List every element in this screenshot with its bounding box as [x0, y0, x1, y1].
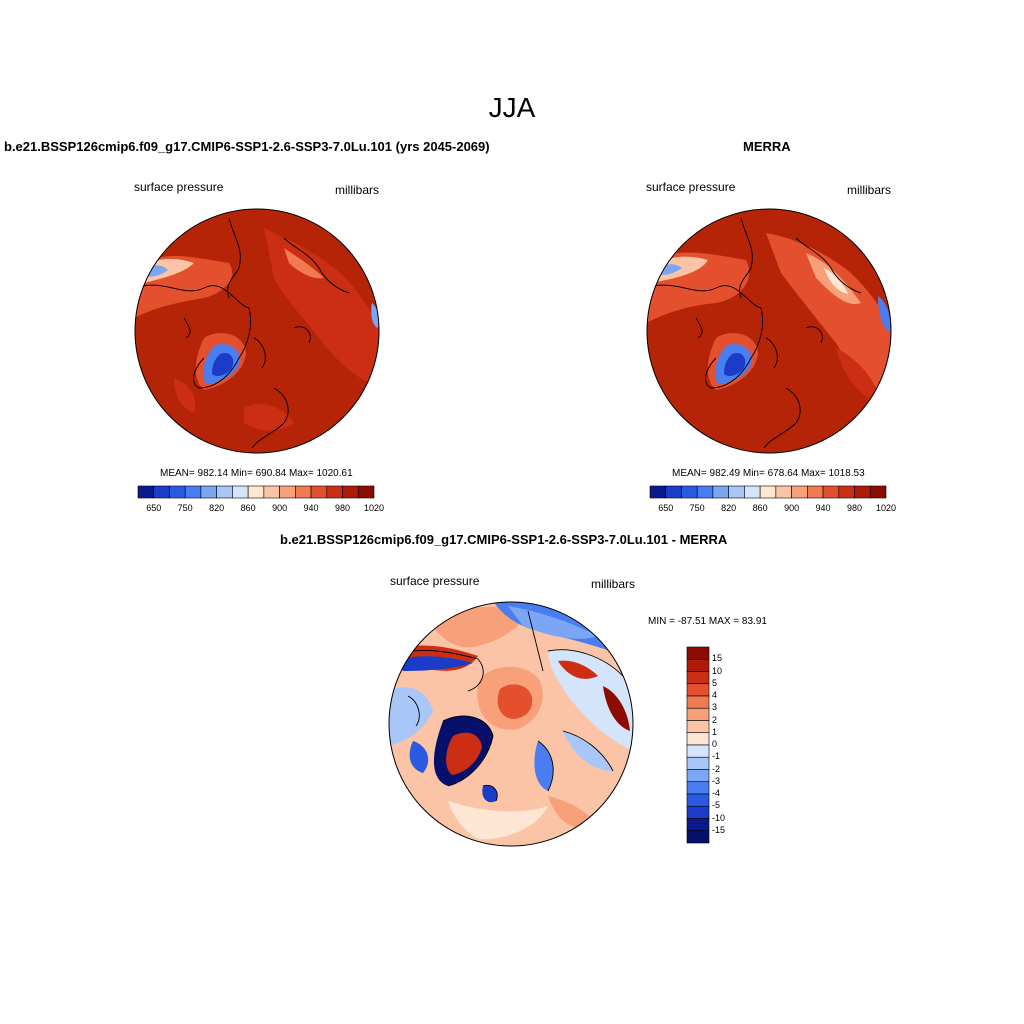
colorbar-swatch — [686, 793, 710, 807]
colorbar-tick-label: 650 — [146, 503, 162, 513]
colorbar-swatch — [247, 485, 265, 499]
colorbar-tick-label: 980 — [847, 503, 863, 513]
colorbar-tick-label: -4 — [712, 788, 721, 798]
colorbar-tick-label: 940 — [815, 503, 831, 513]
colorbar-tick-label: 1020 — [875, 503, 897, 513]
colorbar-swatch — [869, 485, 887, 499]
model-polar-map — [134, 208, 380, 454]
obs-stats-text: MEAN= 982.49 Min= 678.64 Max= 1018.53 — [672, 468, 865, 479]
colorbar-swatch — [184, 485, 202, 499]
colorbar-swatch — [686, 720, 710, 734]
colorbar-tick-label: 820 — [209, 503, 225, 513]
colorbar-swatch — [712, 485, 729, 499]
colorbar-tick-label: 10 — [712, 665, 723, 676]
diff-polar-map — [388, 601, 634, 847]
colorbar-swatch — [686, 658, 710, 672]
diff-colorbar-tick-labels: 15 10 5 4 3 2 1 0 -1 -2 -3 -4 -5 -10 -15 — [712, 647, 752, 843]
colorbar-tick-label: 900 — [784, 503, 800, 513]
colorbar-swatch — [279, 485, 296, 499]
colorbar-swatch — [838, 485, 855, 499]
colorbar-tick-label: 820 — [721, 503, 737, 513]
figure-season-title: JJA — [488, 92, 536, 123]
colorbar-tick-label: 980 — [335, 503, 351, 513]
colorbar-swatch — [822, 485, 840, 499]
colorbar-swatch — [686, 671, 710, 685]
colorbar-swatch — [649, 485, 667, 499]
colorbar-swatch — [232, 485, 249, 499]
model-variable-label: surface pressure — [134, 180, 224, 194]
colorbar-swatch — [686, 646, 710, 660]
colorbar-swatch — [326, 485, 343, 499]
colorbar-swatch — [686, 805, 710, 819]
colorbar-swatch — [686, 818, 710, 832]
model-panel-title: b.e21.BSSP126cmip6.f09_g17.CMIP6-SSP1-2.… — [4, 139, 490, 154]
colorbar-tick-label: -1 — [712, 751, 721, 762]
diff-panel-title: b.e21.BSSP126cmip6.f09_g17.CMIP6-SSP1-2.… — [280, 532, 728, 547]
colorbar-swatch — [686, 769, 710, 783]
colorbar-swatch — [686, 695, 710, 709]
colorbar-swatch — [854, 485, 871, 499]
colorbar-tick-label: 860 — [240, 503, 256, 513]
diff-colorbar — [686, 646, 710, 844]
colorbar-swatch — [686, 781, 710, 795]
colorbar-tick-label: 3 — [712, 702, 718, 713]
colorbar-tick-label: 0 — [712, 739, 718, 749]
colorbar-swatch — [342, 485, 359, 499]
colorbar-tick-label: -5 — [712, 800, 721, 811]
colorbar-tick-label: 860 — [752, 503, 768, 513]
colorbar-swatch — [686, 707, 710, 721]
colorbar-tick-label: -3 — [712, 775, 721, 786]
diff-stats-text: MIN = -87.51 MAX = 83.91 — [648, 616, 767, 627]
colorbar-swatch — [665, 485, 682, 499]
colorbar-tick-label: 750 — [177, 503, 193, 513]
colorbar-swatch — [744, 485, 761, 499]
model-units-label: millibars — [335, 183, 380, 197]
colorbar-swatch — [686, 744, 710, 758]
colorbar-swatch — [216, 485, 233, 499]
obs-colorbar-tick-labels: 650 750 820 860 900 940 980 1020 — [650, 503, 896, 515]
colorbar-swatch — [137, 485, 155, 499]
colorbar-swatch — [686, 830, 710, 844]
colorbar-swatch — [263, 485, 280, 499]
colorbar-swatch — [686, 683, 710, 697]
colorbar-swatch — [681, 485, 698, 499]
colorbar-swatch — [153, 485, 170, 499]
colorbar-swatch — [686, 756, 710, 770]
colorbar-tick-label: 1020 — [363, 503, 385, 513]
obs-variable-label: surface pressure — [646, 180, 736, 194]
obs-units-label: millibars — [847, 183, 892, 197]
diff-units-label: millibars — [591, 577, 636, 591]
colorbar-tick-label: 650 — [658, 503, 674, 513]
colorbar-swatch — [791, 485, 808, 499]
colorbar-tick-label: 5 — [712, 677, 718, 688]
colorbar-tick-label: 2 — [712, 714, 718, 725]
colorbar-tick-label: -2 — [712, 763, 721, 774]
colorbar-tick-label: 1 — [712, 726, 718, 737]
colorbar-swatch — [200, 485, 217, 499]
model-stats-text: MEAN= 982.14 Min= 690.84 Max= 1020.61 — [160, 468, 353, 479]
model-colorbar — [137, 485, 375, 499]
obs-polar-map — [646, 208, 892, 454]
colorbar-swatch — [295, 485, 312, 499]
model-colorbar-tick-labels: 650 750 820 860 900 940 980 1020 — [138, 503, 384, 515]
colorbar-swatch — [759, 485, 777, 499]
colorbar-tick-label: -15 — [712, 824, 726, 835]
obs-panel-title: MERRA — [743, 139, 791, 154]
colorbar-tick-label: 940 — [303, 503, 319, 513]
diff-variable-label: surface pressure — [390, 574, 480, 588]
colorbar-swatch — [686, 732, 710, 746]
colorbar-tick-label: 750 — [689, 503, 705, 513]
obs-colorbar — [649, 485, 887, 499]
colorbar-swatch — [807, 485, 824, 499]
colorbar-tick-label: 4 — [712, 690, 718, 700]
colorbar-swatch — [728, 485, 745, 499]
colorbar-swatch — [169, 485, 186, 499]
colorbar-tick-label: 15 — [712, 653, 723, 664]
colorbar-swatch — [775, 485, 792, 499]
colorbar-swatch — [696, 485, 714, 499]
colorbar-swatch — [310, 485, 328, 499]
colorbar-tick-label: 900 — [272, 503, 288, 513]
colorbar-swatch — [357, 485, 375, 499]
colorbar-tick-label: -10 — [712, 812, 726, 823]
